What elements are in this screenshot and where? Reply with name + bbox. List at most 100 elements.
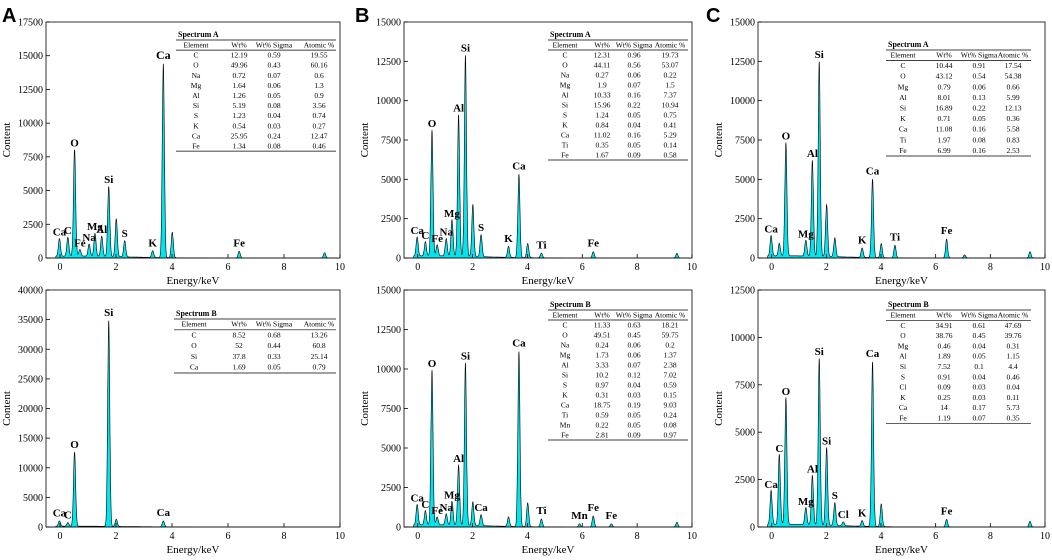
table-cell: Ca [561,131,570,140]
table-cell: Si [900,362,906,371]
table-cell: 1.69 [232,363,245,372]
table-cell: 5.99 [1006,93,1019,102]
x-tick-label: 10 [1040,531,1050,542]
y-tick-label: 2500 [23,220,43,231]
panel-label-a: A [2,5,16,27]
table-cell: 19.73 [662,51,679,60]
table-header-cell: Atomic % [655,41,686,50]
spectrum-chart-b-bottom: 0 2500 5000 7500 10000 12500 15000 0 2 4 6 8 10 Energ… [359,286,697,557]
table-header-cell: Element [891,51,917,60]
table-cell: 0.22 [595,421,608,430]
table-cell: 1.34 [232,142,245,151]
table-cell: 0.22 [972,104,985,113]
table-cell: Si [562,371,568,380]
table-cell: 0.45 [972,331,985,340]
peak-label-o: O [782,386,791,398]
table-cell: 0.35 [595,141,608,150]
table-cell: 5.73 [1006,403,1019,412]
y-tick-label: 10000 [376,96,401,107]
table-header-cell: Element [184,41,210,50]
x-tick-label: 8 [635,262,640,273]
peak-label-si: Si [104,174,113,186]
x-axis-label: Energy/keV [167,275,220,287]
peak-label-c: C [64,509,72,521]
table-cell: 0.08 [267,101,280,110]
table-cell: 0.43 [267,61,280,70]
y-tick-label: 7500 [23,152,43,163]
table-cell: 12.13 [1005,104,1022,113]
table-cell: S [194,111,198,120]
table-header-cell: Wt% [936,51,951,60]
table-cell: 0.03 [972,393,985,402]
table-cell: 12.19 [231,51,248,60]
x-tick-label: 2 [824,262,829,273]
x-tick-label: 10 [687,531,697,542]
peak-label-mg: Mg [444,208,460,220]
table-cell: 1.64 [232,81,245,90]
table-cell: Cl [899,383,906,392]
table-cell: 0.75 [663,111,676,120]
table-header-cell: Wt% [594,41,609,50]
peak-label-mg: Mg [798,228,814,240]
peak-label-c: C [421,230,429,242]
y-tick-label: 2500 [735,475,755,486]
table-cell: 38.76 [936,331,953,340]
table-cell: 1.89 [937,352,950,361]
table-cell: 17.54 [1005,61,1022,70]
peak-label-ca: Ca [410,225,424,237]
table-cell: K [562,391,568,400]
spectrum-chart-b-top: 0 2500 5000 7500 10000 12500 15000 0 2 4 6 8 10 Energ… [359,18,697,288]
table-cell: 1.24 [595,111,608,120]
y-axis-label: Content [1,123,13,158]
table-cell: 0.61 [972,321,985,330]
peak-label-ca: Ca [512,338,526,350]
table-cell: 0.46 [937,341,950,350]
table-cell: 0.46 [1006,372,1019,381]
table-cell: 0.45 [627,331,640,340]
peak-label-fe: Fe [941,505,953,517]
y-tick-label: 5000 [735,175,755,186]
peak-label-si: Si [461,350,470,362]
y-tick-label: 17500 [18,18,43,29]
table-cell: 0.91 [937,372,950,381]
table-cell: 0.03 [267,121,280,130]
x-tick-label: 8 [282,262,287,273]
table-cell: Mg [560,351,571,360]
peak-label-ca: Ca [157,507,171,519]
table-cell: 4.4 [1008,362,1018,371]
x-tick-label: 8 [988,262,993,273]
peak-label-o: O [70,439,79,451]
table-header-cell: Wt% Sigma [961,311,998,320]
table-cell: 1.15 [1006,352,1019,361]
peak-label-si: Si [822,435,831,447]
y-axis-label: Content [359,391,371,426]
table-cell: 49.51 [594,331,611,340]
table-header-cell: Wt% [231,41,246,50]
table-cell: 0.63 [627,321,640,330]
table-cell: 0.12 [627,371,640,380]
peak-label-ca: Ca [512,161,526,173]
table-cell: C [562,321,567,330]
x-axis-label: Energy/keV [167,544,220,556]
table-cell: 0.06 [972,82,985,91]
peak-label-k: K [148,237,157,249]
table-cell: Ti [562,411,568,420]
peak-label-si: Si [815,346,824,358]
table-cell: 0.09 [627,151,640,160]
table-cell: 14 [940,403,948,412]
peak-label-na: Na [440,227,454,239]
table-cell: 60.8 [312,341,325,350]
table-header-cell: Wt% [231,320,246,329]
peak-label-o: O [70,137,79,149]
table-cell: 0.24 [595,341,608,350]
table-cell: 0.04 [972,341,985,350]
table-cell: 0.46 [312,142,325,151]
table-cell: 1.23 [232,111,245,120]
table-cell: 0.6 [314,71,324,80]
table-cell: 0.05 [267,91,280,100]
table-cell: 5.19 [232,101,245,110]
table-cell: 59.75 [662,331,679,340]
y-tick-label: 5000 [23,493,43,504]
table-cell: O [900,331,906,340]
table-cell: Ca [561,401,570,410]
